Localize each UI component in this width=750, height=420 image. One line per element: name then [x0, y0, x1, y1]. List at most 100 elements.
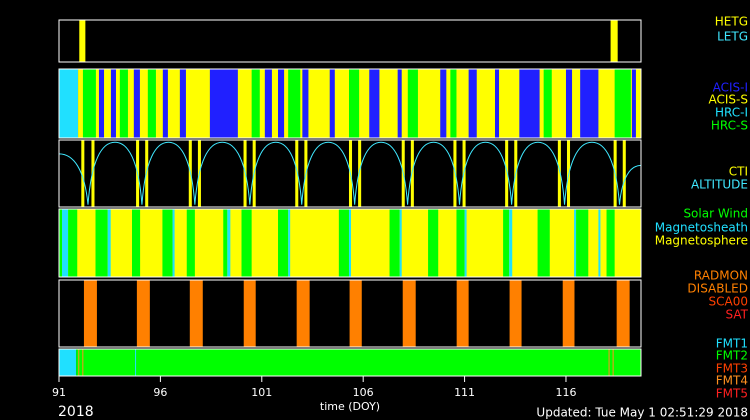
legend-label: ACIS-S: [709, 93, 748, 107]
segment: [410, 140, 414, 207]
segment: [302, 69, 309, 138]
segment: [616, 280, 630, 347]
segment: [505, 140, 509, 207]
segment: [389, 209, 400, 277]
panel-frame: [58, 348, 642, 377]
segment: [172, 209, 175, 277]
segment: [278, 69, 285, 138]
segment: [456, 280, 469, 347]
segment: [407, 69, 418, 138]
legend-label: FMT5: [716, 387, 748, 401]
segment: [610, 20, 618, 62]
segment: [243, 280, 256, 347]
segment: [543, 69, 552, 138]
segment: [107, 209, 111, 277]
panel-frame: [58, 279, 642, 348]
segment: [91, 140, 95, 207]
segment: [78, 69, 642, 138]
altitude-line: [58, 141, 642, 205]
segment: [162, 69, 168, 138]
segment: [59, 209, 63, 277]
x-tick-label: 111: [454, 386, 475, 399]
legend-label: CTI: [729, 165, 748, 179]
segment: [296, 280, 310, 347]
segment: [119, 69, 128, 138]
segment: [440, 69, 447, 138]
segment: [537, 209, 550, 277]
segment: [251, 69, 260, 138]
segment: [450, 69, 457, 138]
segment: [147, 69, 156, 138]
segment: [264, 69, 272, 138]
segment: [145, 140, 149, 207]
segment: [76, 349, 641, 376]
legend-label: HRC-I: [715, 106, 748, 120]
x-tick-label: 91: [52, 386, 66, 399]
panel-frame: [58, 208, 642, 278]
legend-label: HRC-S: [711, 119, 748, 133]
segment: [557, 140, 561, 207]
segment: [369, 69, 380, 138]
segment: [81, 140, 85, 207]
segment: [162, 209, 173, 277]
legend-label: DISABLED: [687, 282, 748, 296]
legend-label: ACIS-I: [713, 81, 748, 95]
segment: [562, 280, 575, 347]
segment: [288, 209, 291, 277]
segment: [428, 209, 439, 277]
segment: [78, 349, 80, 376]
segment: [329, 69, 335, 138]
legend-label: FMT2: [716, 349, 748, 363]
segment: [295, 140, 299, 207]
x-tick-label: 106: [353, 386, 374, 399]
segment: [397, 69, 402, 138]
legend-label: Solar Wind: [683, 207, 748, 221]
segment: [136, 280, 150, 347]
segment: [464, 209, 467, 277]
segment: [456, 209, 465, 277]
legend-label: FMT4: [716, 374, 748, 388]
segment: [468, 69, 477, 138]
segment: [622, 140, 626, 207]
segment: [179, 69, 186, 138]
segment: [209, 69, 238, 138]
segment: [79, 20, 86, 62]
segment: [227, 209, 231, 277]
segment: [348, 209, 352, 277]
legend-label: FMT3: [716, 362, 748, 376]
segment: [83, 280, 97, 347]
year-label: 2018: [58, 404, 94, 420]
segment: [509, 209, 513, 277]
segment: [278, 209, 289, 277]
segment: [358, 140, 362, 207]
legend-label: SAT: [726, 308, 749, 322]
segment: [631, 69, 636, 138]
segment: [135, 349, 137, 376]
segment: [288, 69, 301, 138]
legend-label: FMT1: [716, 337, 748, 351]
segment: [338, 209, 349, 277]
panel-frame: [58, 19, 642, 63]
segment: [349, 280, 362, 347]
segment: [608, 349, 610, 376]
segment: [98, 69, 105, 138]
segment: [189, 280, 203, 347]
x-tick-label: 101: [251, 386, 272, 399]
segment: [612, 349, 614, 376]
segment: [576, 209, 589, 277]
segment: [399, 209, 402, 277]
legend-label: LETG: [717, 30, 748, 44]
segment: [598, 209, 601, 277]
segment: [59, 69, 79, 138]
segment: [574, 209, 577, 277]
segment: [186, 209, 195, 277]
legend-label: ALTITUDE: [691, 178, 748, 192]
segment: [503, 209, 510, 277]
segment: [110, 69, 116, 138]
segment: [241, 209, 252, 277]
updated-label: Updated: Tue May 1 02:51:29 2018: [536, 406, 748, 420]
segment: [402, 280, 416, 347]
segment: [519, 69, 540, 138]
